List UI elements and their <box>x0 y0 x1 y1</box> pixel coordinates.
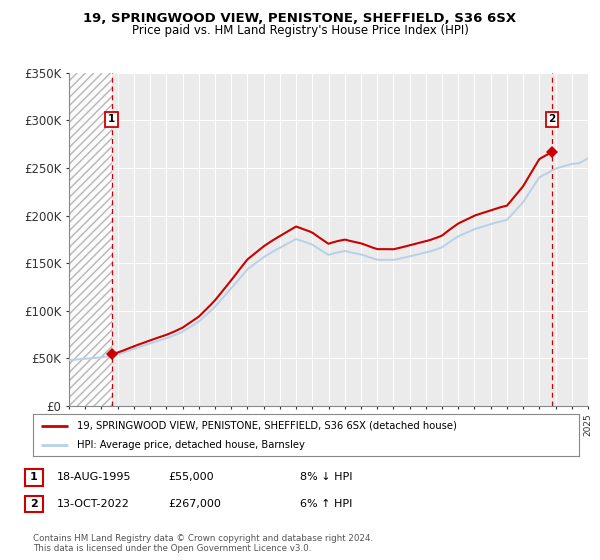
Text: £55,000: £55,000 <box>168 472 214 482</box>
Text: 2: 2 <box>548 114 556 124</box>
Text: 19, SPRINGWOOD VIEW, PENISTONE, SHEFFIELD, S36 6SX: 19, SPRINGWOOD VIEW, PENISTONE, SHEFFIEL… <box>83 12 517 25</box>
Text: HPI: Average price, detached house, Barnsley: HPI: Average price, detached house, Barn… <box>77 440 305 450</box>
Text: £267,000: £267,000 <box>168 499 221 509</box>
Text: 19, SPRINGWOOD VIEW, PENISTONE, SHEFFIELD, S36 6SX (detached house): 19, SPRINGWOOD VIEW, PENISTONE, SHEFFIEL… <box>77 421 457 431</box>
Text: 13-OCT-2022: 13-OCT-2022 <box>57 499 130 509</box>
Text: Price paid vs. HM Land Registry's House Price Index (HPI): Price paid vs. HM Land Registry's House … <box>131 24 469 36</box>
Text: 8% ↓ HPI: 8% ↓ HPI <box>300 472 353 482</box>
Text: 2: 2 <box>30 499 37 509</box>
Text: 18-AUG-1995: 18-AUG-1995 <box>57 472 131 482</box>
Text: 1: 1 <box>108 114 115 124</box>
Bar <box>69 73 112 406</box>
Text: 6% ↑ HPI: 6% ↑ HPI <box>300 499 352 509</box>
Text: 1: 1 <box>30 472 37 482</box>
Text: Contains HM Land Registry data © Crown copyright and database right 2024.
This d: Contains HM Land Registry data © Crown c… <box>33 534 373 553</box>
